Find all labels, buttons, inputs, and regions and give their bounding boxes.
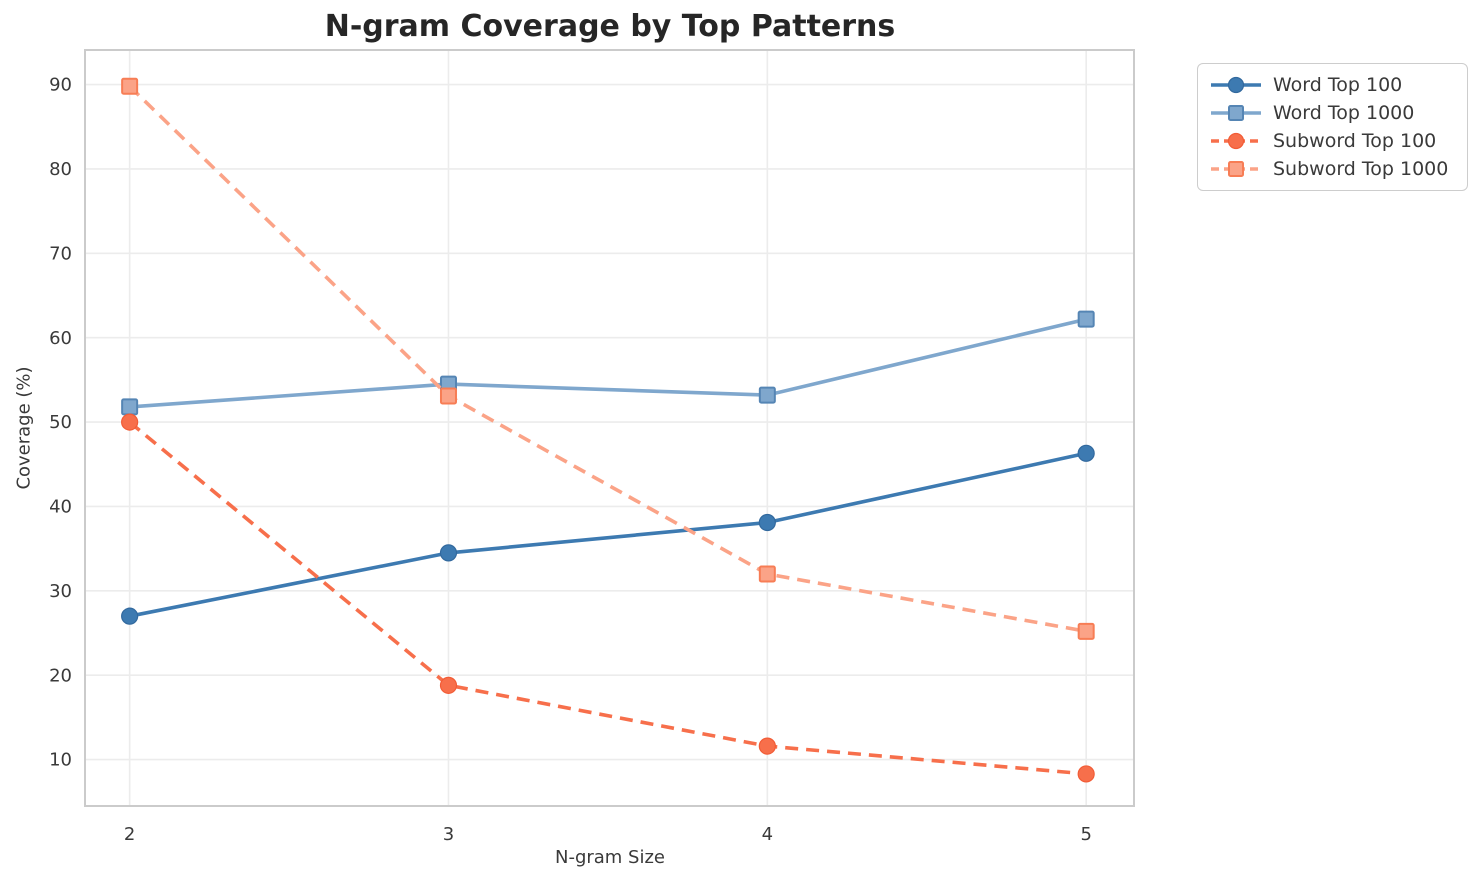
y-tick-label: 30 <box>49 581 72 602</box>
series-line-word-top-1000 <box>129 317 1087 409</box>
y-tick-label: 70 <box>49 243 72 264</box>
data-point-subword-top-1000 <box>121 77 139 95</box>
data-point-subword-top-100 <box>758 737 776 755</box>
y-tick-label: 10 <box>49 750 72 771</box>
data-point-subword-top-100 <box>1077 765 1095 783</box>
data-point-subword-top-1000 <box>1077 622 1095 640</box>
legend-label: Subword Top 1000 <box>1273 157 1449 180</box>
y-tick-label: 90 <box>49 75 72 96</box>
legend-item-subword-top-1000[interactable]: Subword Top 1000 <box>1210 158 1459 180</box>
legend-label: Word Top 1000 <box>1273 101 1415 124</box>
data-point-word-top-100 <box>758 513 776 532</box>
data-point-word-top-100 <box>121 607 139 625</box>
data-point-word-top-1000 <box>758 386 776 404</box>
series-line-subword-top-1000 <box>128 85 1087 634</box>
x-tick-label: 4 <box>762 824 773 845</box>
data-point-word-top-100 <box>1077 444 1095 462</box>
data-point-subword-top-100 <box>121 413 139 431</box>
series-line-subword-top-100 <box>128 420 1087 776</box>
legend-item-word-top-1000[interactable]: Word Top 1000 <box>1210 102 1459 124</box>
legend: Word Top 100 Word Top 1000 Subword Top 100… <box>1197 63 1468 191</box>
data-point-word-top-1000 <box>1077 310 1095 328</box>
data-point-word-top-1000 <box>121 398 139 416</box>
data-point-word-top-100 <box>439 544 458 562</box>
y-axis-label: Coverage (%) <box>13 366 35 490</box>
y-tick-label: 50 <box>49 412 72 433</box>
data-point-subword-top-1000 <box>758 565 776 583</box>
y-tick-label: 40 <box>49 497 72 518</box>
y-tick-label: 20 <box>49 665 72 686</box>
x-tick-label: 3 <box>443 824 454 845</box>
series-line-word-top-100 <box>129 451 1087 618</box>
y-tick-label: 60 <box>49 328 72 349</box>
circle-marker-icon <box>1211 132 1261 150</box>
x-axis-label: N-gram Size <box>554 847 666 868</box>
legend-label: Subword Top 100 <box>1273 129 1437 152</box>
x-tick-label: 5 <box>1080 824 1091 845</box>
data-point-subword-top-100 <box>439 676 458 694</box>
plot-background <box>85 50 1134 806</box>
legend-item-subword-top-100[interactable]: Subword Top 100 <box>1210 130 1459 152</box>
square-marker-icon <box>1211 161 1261 177</box>
data-point-subword-top-1000 <box>439 387 457 405</box>
plot-frame <box>84 49 1135 807</box>
legend-label: Word Top 100 <box>1273 73 1403 96</box>
legend-item-word-top-100[interactable]: Word Top 100 <box>1210 74 1459 96</box>
square-marker-icon <box>1211 105 1261 121</box>
y-tick-label: 80 <box>49 159 72 180</box>
circle-marker-icon <box>1211 76 1261 94</box>
chart-title: N-gram Coverage by Top Patterns <box>324 9 896 44</box>
x-tick-label: 2 <box>124 824 135 845</box>
